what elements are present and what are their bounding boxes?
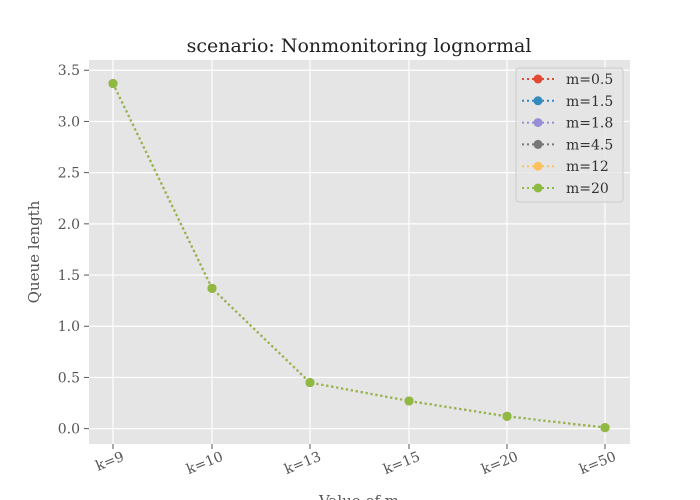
data-point: [207, 283, 217, 293]
x-axis-ticks: k=9 k=10 k=13 k=15 k=20 k=50: [94, 444, 618, 478]
data-point: [502, 411, 512, 421]
y-tick-label: 0.0: [58, 422, 80, 438]
legend-label: m=0.5: [566, 72, 613, 88]
y-tick-label: 2.0: [58, 217, 80, 233]
x-tick-label: k=50: [577, 449, 618, 478]
chart-title: scenario: Nonmonitoring lognormal: [187, 35, 532, 57]
x-tick-label: k=20: [479, 449, 520, 478]
x-tick-label: k=9: [94, 449, 127, 475]
legend-item: m=20: [522, 181, 609, 197]
legend-marker: [533, 74, 543, 84]
y-tick-label: 1.5: [58, 268, 80, 284]
legend-label: m=12: [566, 159, 609, 175]
data-point: [404, 396, 414, 406]
x-tick-label: k=13: [282, 449, 323, 478]
legend-marker: [533, 183, 543, 193]
x-tick-label: k=10: [184, 449, 225, 478]
data-point: [305, 378, 315, 388]
legend-item: m=1.5: [522, 94, 613, 110]
legend-label: m=1.8: [566, 116, 613, 132]
data-point: [600, 423, 610, 433]
legend-marker: [533, 96, 543, 106]
legend-label: m=20: [566, 181, 609, 197]
y-tick-label: 3.5: [58, 63, 80, 79]
series-layer: [108, 79, 610, 433]
y-tick-label: 1.0: [58, 319, 80, 335]
legend-marker: [533, 161, 543, 171]
legend-marker: [533, 118, 543, 128]
legend: m=0.5 m=1.5 m=1.8 m=4.5 m=12 m=20: [515, 67, 624, 203]
legend-item: m=0.5: [522, 72, 613, 88]
y-tick-label: 0.5: [58, 370, 80, 386]
legend-label: m=4.5: [566, 137, 613, 153]
y-axis-label: Queue length: [25, 200, 43, 303]
y-axis-ticks: 0.0 0.5 1.0 1.5 2.0 2.5 3.0 3.5: [58, 63, 89, 438]
x-axis-label: Value of m: [318, 492, 399, 500]
series-m=20: [108, 79, 610, 433]
legend-label: m=1.5: [566, 94, 613, 110]
legend-item: m=12: [522, 159, 609, 175]
x-tick-label: k=15: [381, 449, 422, 478]
legend-marker: [533, 139, 543, 149]
y-tick-label: 2.5: [58, 166, 80, 182]
data-point: [108, 79, 118, 89]
legend-item: m=1.8: [522, 116, 613, 132]
legend-item: m=4.5: [522, 137, 613, 153]
y-tick-label: 3.0: [58, 114, 80, 130]
